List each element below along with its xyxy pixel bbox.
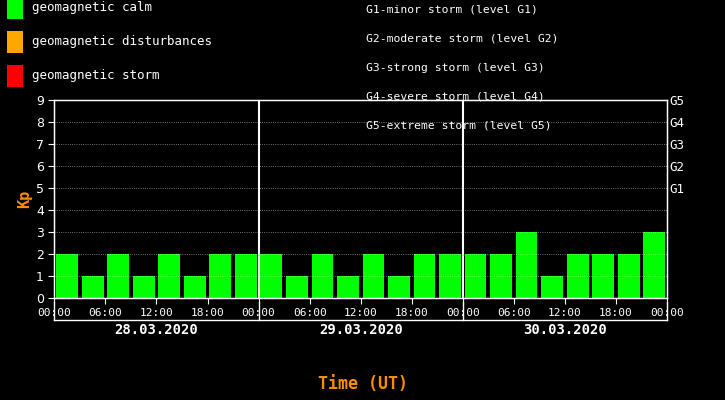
Bar <box>184 276 206 298</box>
Bar <box>542 276 563 298</box>
Bar <box>567 254 589 298</box>
Bar <box>210 254 231 298</box>
Bar <box>337 276 359 298</box>
Bar <box>133 276 154 298</box>
Bar <box>312 254 334 298</box>
Bar <box>490 254 512 298</box>
Text: geomagnetic disturbances: geomagnetic disturbances <box>32 36 212 48</box>
Text: Time (UT): Time (UT) <box>318 375 407 393</box>
Bar <box>57 254 78 298</box>
Text: 29.03.2020: 29.03.2020 <box>319 323 402 337</box>
Bar <box>414 254 435 298</box>
Text: geomagnetic storm: geomagnetic storm <box>32 70 160 82</box>
Bar <box>643 232 665 298</box>
Text: 30.03.2020: 30.03.2020 <box>523 323 607 337</box>
Bar <box>618 254 639 298</box>
Bar <box>158 254 180 298</box>
Text: G1-minor storm (level G1): G1-minor storm (level G1) <box>366 5 538 15</box>
Text: G5-extreme storm (level G5): G5-extreme storm (level G5) <box>366 120 552 130</box>
Bar <box>235 254 257 298</box>
Text: 28.03.2020: 28.03.2020 <box>115 323 199 337</box>
Bar <box>260 254 282 298</box>
Bar <box>286 276 307 298</box>
Text: G4-severe storm (level G4): G4-severe storm (level G4) <box>366 91 545 101</box>
Bar <box>515 232 537 298</box>
Y-axis label: Kp: Kp <box>17 190 32 208</box>
Text: geomagnetic calm: geomagnetic calm <box>32 2 152 14</box>
Bar <box>388 276 410 298</box>
Bar <box>465 254 486 298</box>
Text: G3-strong storm (level G3): G3-strong storm (level G3) <box>366 63 545 73</box>
Bar <box>82 276 104 298</box>
Bar <box>107 254 129 298</box>
Text: G2-moderate storm (level G2): G2-moderate storm (level G2) <box>366 34 559 44</box>
Bar <box>362 254 384 298</box>
Bar <box>592 254 614 298</box>
Bar <box>439 254 461 298</box>
